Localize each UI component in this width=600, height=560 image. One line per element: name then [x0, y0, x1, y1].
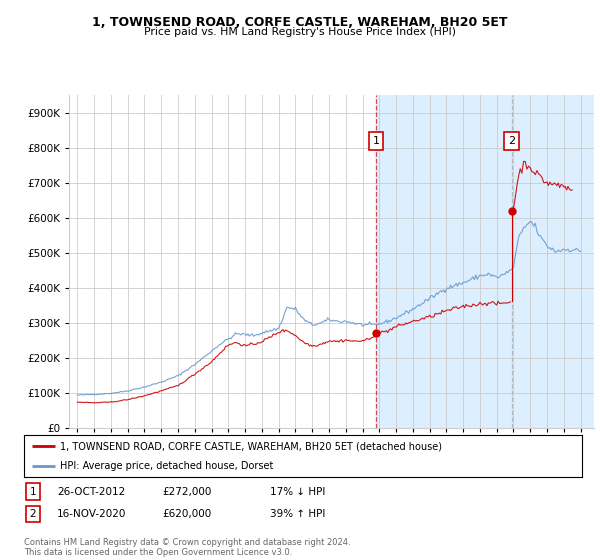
- Text: 2: 2: [508, 136, 515, 146]
- Text: £272,000: £272,000: [162, 487, 211, 497]
- Text: 1, TOWNSEND ROAD, CORFE CASTLE, WAREHAM, BH20 5ET (detached house): 1, TOWNSEND ROAD, CORFE CASTLE, WAREHAM,…: [60, 441, 442, 451]
- Text: 1: 1: [29, 487, 37, 497]
- Text: £620,000: £620,000: [162, 509, 211, 519]
- Text: Price paid vs. HM Land Registry's House Price Index (HPI): Price paid vs. HM Land Registry's House …: [144, 27, 456, 37]
- Text: 39% ↑ HPI: 39% ↑ HPI: [270, 509, 325, 519]
- Text: 16-NOV-2020: 16-NOV-2020: [57, 509, 127, 519]
- Text: 2: 2: [29, 509, 37, 519]
- Bar: [376, 95, 594, 428]
- Text: HPI: Average price, detached house, Dorset: HPI: Average price, detached house, Dors…: [60, 461, 274, 471]
- Text: 26-OCT-2012: 26-OCT-2012: [57, 487, 125, 497]
- Text: 1: 1: [373, 136, 379, 146]
- Text: 1, TOWNSEND ROAD, CORFE CASTLE, WAREHAM, BH20 5ET: 1, TOWNSEND ROAD, CORFE CASTLE, WAREHAM,…: [92, 16, 508, 29]
- Text: 17% ↓ HPI: 17% ↓ HPI: [270, 487, 325, 497]
- Text: Contains HM Land Registry data © Crown copyright and database right 2024.
This d: Contains HM Land Registry data © Crown c…: [24, 538, 350, 557]
